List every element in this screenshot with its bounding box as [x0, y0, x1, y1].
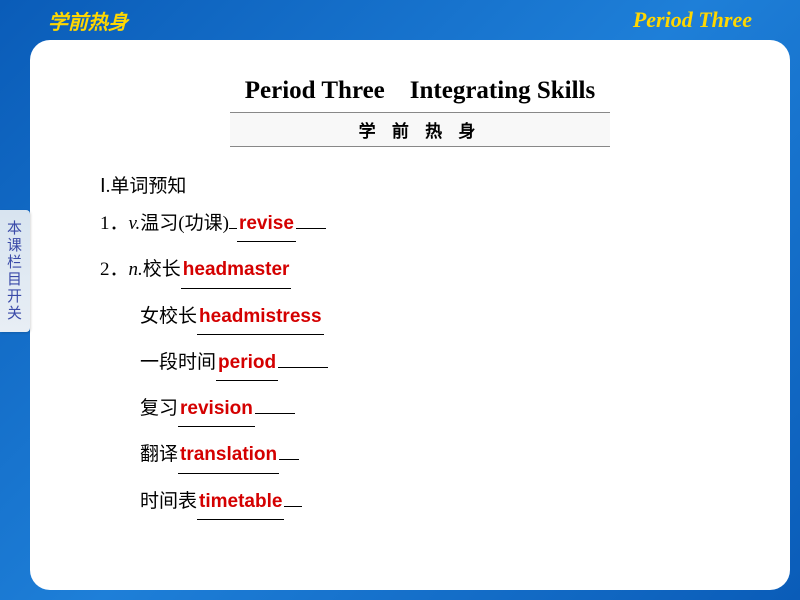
answer-text: translation	[178, 439, 279, 473]
answer-text: revision	[178, 393, 255, 427]
sub-header-text: 学 前 热 身	[359, 122, 482, 141]
trailing-blank	[284, 506, 302, 507]
chinese-term: 一段时间	[140, 352, 216, 373]
vocab-item-1: 1．v.温习(功课) revise	[100, 208, 740, 242]
chinese-term: 女校长	[140, 306, 197, 327]
vocab-subitem: 时间表timetable	[100, 486, 740, 520]
chinese-term: 时间表	[140, 491, 197, 512]
chinese-term: 校长	[143, 259, 181, 280]
answer-text: revise	[237, 208, 296, 242]
item-number: 1．	[100, 213, 129, 234]
chinese-term: 温习(功课)	[140, 213, 229, 234]
chinese-term: 翻译	[140, 444, 178, 465]
top-bar: 学前热身 Period Three	[0, 0, 800, 40]
trailing-blank	[279, 459, 299, 460]
trailing-blank	[296, 228, 326, 229]
trailing-blank	[278, 367, 328, 368]
vocab-subitem: 复习revision	[100, 393, 740, 427]
answer-text: headmistress	[197, 301, 324, 335]
content-panel: Period Three Integrating Skills 学 前 热 身 …	[30, 40, 790, 590]
answer-text: headmaster	[181, 254, 292, 288]
vocab-subitem: 翻译translation	[100, 439, 740, 473]
trailing-blank	[255, 413, 295, 414]
answer-text: timetable	[197, 486, 284, 520]
header-right-label: Period Three	[633, 7, 752, 33]
section-title: Ⅰ.单词预知	[100, 171, 740, 198]
sub-header-box: 学 前 热 身	[230, 112, 610, 147]
vocab-item-2: 2．n.校长headmaster	[100, 254, 740, 288]
vocab-subitem: 女校长headmistress	[100, 301, 740, 335]
part-of-speech: n.	[129, 259, 143, 280]
item-number: 2．	[100, 259, 129, 280]
main-title: Period Three Integrating Skills	[100, 70, 740, 106]
header-left-label: 学前热身	[48, 6, 128, 35]
chinese-term: 复习	[140, 398, 178, 419]
vocab-subitem: 一段时间period	[100, 347, 740, 381]
part-of-speech: v.	[129, 213, 141, 234]
side-tab[interactable]: 本课栏目开关	[0, 210, 30, 332]
answer-text: period	[216, 347, 278, 381]
